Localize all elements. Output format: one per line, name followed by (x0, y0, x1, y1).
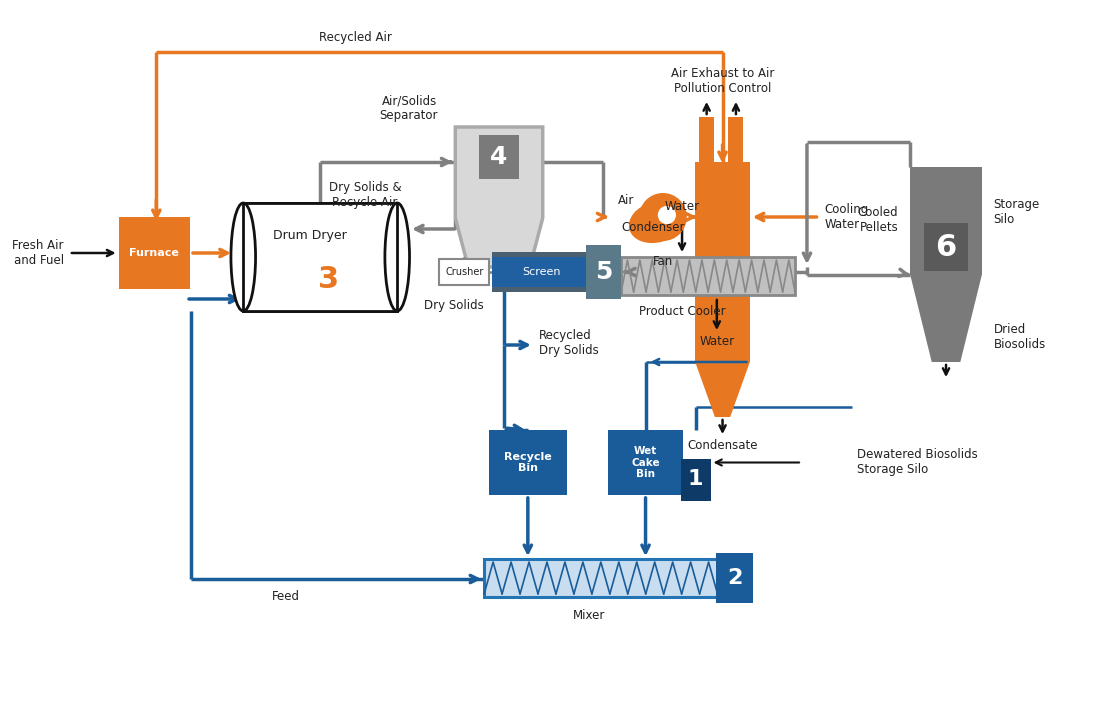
Text: Recycled
Dry Solids: Recycled Dry Solids (539, 329, 598, 357)
Text: 1: 1 (688, 469, 704, 489)
Text: Cooled
Pellets: Cooled Pellets (858, 206, 899, 234)
Circle shape (639, 193, 686, 241)
Text: 2: 2 (727, 568, 742, 588)
Text: Furnace: Furnace (130, 248, 179, 258)
Text: Dry Solids: Dry Solids (425, 299, 484, 312)
Text: Condenser: Condenser (621, 221, 685, 234)
Text: Recycle
Bin: Recycle Bin (504, 452, 552, 473)
Text: Water: Water (700, 335, 735, 348)
Bar (243, 203, 397, 311)
Polygon shape (911, 275, 982, 362)
FancyBboxPatch shape (621, 257, 795, 295)
Text: 5: 5 (595, 260, 613, 284)
FancyBboxPatch shape (490, 430, 566, 495)
Text: Dried
Biosolids: Dried Biosolids (993, 323, 1046, 351)
FancyBboxPatch shape (119, 217, 190, 289)
FancyBboxPatch shape (716, 553, 754, 603)
FancyBboxPatch shape (484, 559, 717, 597)
Text: Product Cooler: Product Cooler (639, 305, 725, 318)
Text: 4: 4 (491, 145, 508, 169)
Text: Water: Water (664, 200, 700, 213)
Circle shape (658, 206, 676, 224)
Text: Feed: Feed (272, 590, 299, 603)
Text: 6: 6 (935, 232, 957, 262)
FancyBboxPatch shape (924, 223, 968, 271)
FancyBboxPatch shape (480, 135, 519, 179)
FancyBboxPatch shape (492, 257, 592, 287)
FancyBboxPatch shape (492, 252, 602, 292)
Bar (243, 203, 397, 311)
Text: Wet
Cake
Bin: Wet Cake Bin (631, 446, 660, 479)
Ellipse shape (231, 203, 255, 311)
Text: Recycled Air: Recycled Air (319, 31, 392, 44)
Text: Condensate: Condensate (688, 439, 758, 452)
Text: Air: Air (618, 194, 635, 207)
FancyBboxPatch shape (681, 459, 711, 501)
Text: Dewatered Biosolids
Storage Silo: Dewatered Biosolids Storage Silo (857, 449, 978, 477)
FancyBboxPatch shape (700, 117, 714, 162)
Bar (243, 203, 397, 311)
FancyBboxPatch shape (728, 117, 744, 162)
Text: Fan: Fan (652, 255, 673, 268)
Text: Storage
Silo: Storage Silo (993, 198, 1040, 226)
Ellipse shape (629, 201, 685, 243)
Text: Screen: Screen (522, 267, 561, 277)
FancyBboxPatch shape (439, 259, 490, 285)
Text: Air Exhaust to Air
Pollution Control: Air Exhaust to Air Pollution Control (671, 67, 774, 95)
Text: Crusher: Crusher (446, 267, 483, 277)
Text: Cooling
Water: Cooling Water (824, 203, 869, 231)
Text: Air/Solids
Separator: Air/Solids Separator (378, 94, 438, 122)
Text: Dry Solids &
Recycle Air: Dry Solids & Recycle Air (329, 181, 402, 209)
FancyBboxPatch shape (911, 167, 982, 275)
Polygon shape (695, 362, 750, 417)
Text: 3: 3 (318, 265, 339, 293)
Text: Mixer: Mixer (573, 609, 605, 622)
FancyBboxPatch shape (586, 245, 622, 299)
Text: Fresh Air
and Fuel: Fresh Air and Fuel (12, 239, 64, 267)
Text: Drum Dryer: Drum Dryer (274, 229, 348, 242)
FancyBboxPatch shape (608, 430, 683, 495)
FancyBboxPatch shape (695, 162, 750, 362)
Ellipse shape (385, 203, 409, 311)
Polygon shape (455, 127, 542, 267)
